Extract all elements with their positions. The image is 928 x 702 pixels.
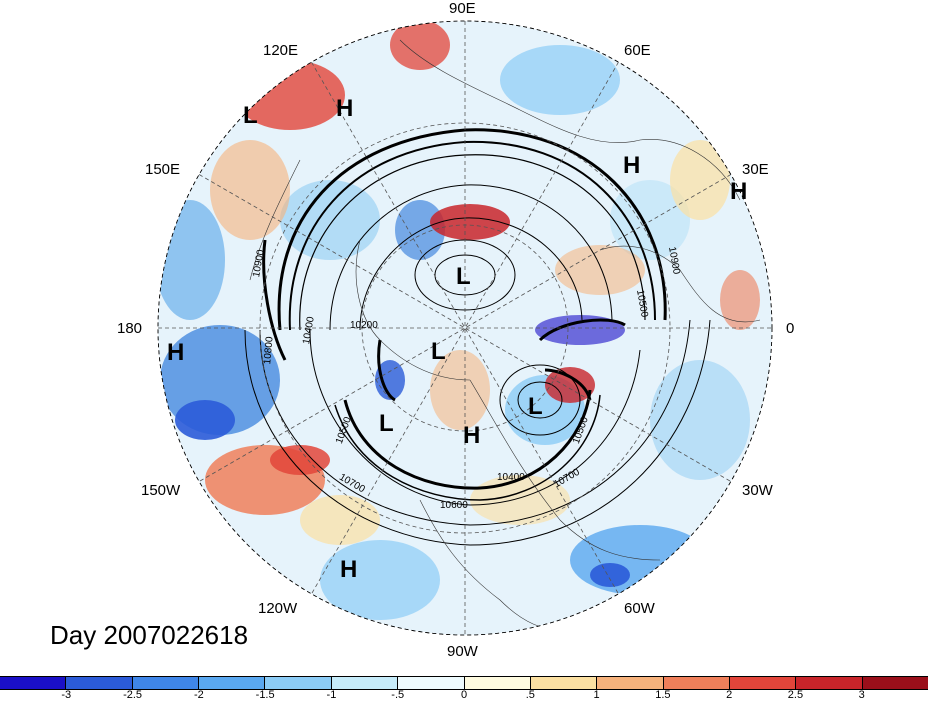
high-center: H: [167, 339, 185, 366]
contour-label: 10600: [440, 500, 468, 511]
map-boundary: [157, 20, 773, 636]
contour-label: 10400: [497, 472, 525, 483]
lon-label-60w: 60W: [624, 600, 655, 617]
colorbar-segment: [729, 677, 797, 689]
lon-label-90e: 90E: [449, 0, 476, 17]
high-center: H: [623, 152, 641, 179]
colorbar-segment: [796, 677, 863, 689]
low-center: L: [431, 338, 446, 365]
colorbar-tick-label: 1: [593, 689, 600, 701]
low-center: L: [456, 263, 471, 290]
lon-label-30w: 30W: [742, 482, 773, 499]
lon-label-90w: 90W: [447, 643, 478, 660]
lon-label-150e: 150E: [145, 161, 181, 178]
lon-label-120e: 120E: [263, 42, 299, 59]
lon-label-60e: 60E: [624, 42, 651, 59]
high-center: H: [463, 422, 481, 449]
low-center: L: [243, 102, 258, 129]
coastlines: [249, 39, 761, 631]
colorbar-tick-label: 3: [858, 689, 865, 701]
colorbar-tick-label: -1: [326, 689, 337, 701]
low-center: L: [379, 410, 394, 437]
colorbar-tick-label: -2: [193, 689, 204, 701]
colorbar-tick-label: 1.5: [655, 689, 671, 701]
colorbar: [0, 676, 928, 690]
colorbar-segment: [265, 677, 332, 689]
colorbar-tick-label: 2: [726, 689, 733, 701]
lon-label-180: 180: [117, 320, 143, 337]
colorbar-segment: [597, 677, 664, 689]
colorbar-tick-label: .5: [525, 689, 535, 701]
colorbar-segment: [862, 677, 928, 689]
high-center: H: [730, 178, 748, 205]
colorbar-segment: [199, 677, 266, 689]
colorbar-segment: [530, 677, 598, 689]
colorbar-segment: [398, 677, 465, 689]
lon-label-30e: 30E: [742, 161, 769, 178]
colorbar-segment: [66, 677, 133, 689]
colorbar-segment: [663, 677, 730, 689]
low-center: L: [528, 393, 543, 420]
colorbar-tick-label: 2.5: [787, 689, 804, 701]
colorbar-segment: [464, 677, 531, 689]
colorbar-tick-label: -2.5: [123, 689, 143, 701]
colorbar-segment: [0, 677, 67, 689]
colorbar-tick-labels: -3 -2.5 -2 -1.5 -1 -.5 0 .5 1 1.5 2 2.5 3: [0, 689, 928, 702]
colorbar-tick-label: -1.5: [255, 689, 275, 701]
colorbar-segment: [331, 677, 399, 689]
high-center: H: [336, 95, 354, 122]
colorbar-segment: [132, 677, 200, 689]
lon-label-120w: 120W: [258, 600, 298, 617]
contour-label: 10200: [350, 320, 378, 331]
map-title: Day 2007022618: [50, 620, 249, 650]
lon-label-0: 0: [786, 320, 795, 337]
colorbar-tick-label: -3: [61, 689, 72, 701]
lon-label-150w: 150W: [141, 482, 181, 499]
high-center: H: [340, 556, 358, 583]
colorbar-tick-label: -.5: [391, 689, 405, 701]
colorbar-tick-label: 0: [460, 689, 468, 701]
